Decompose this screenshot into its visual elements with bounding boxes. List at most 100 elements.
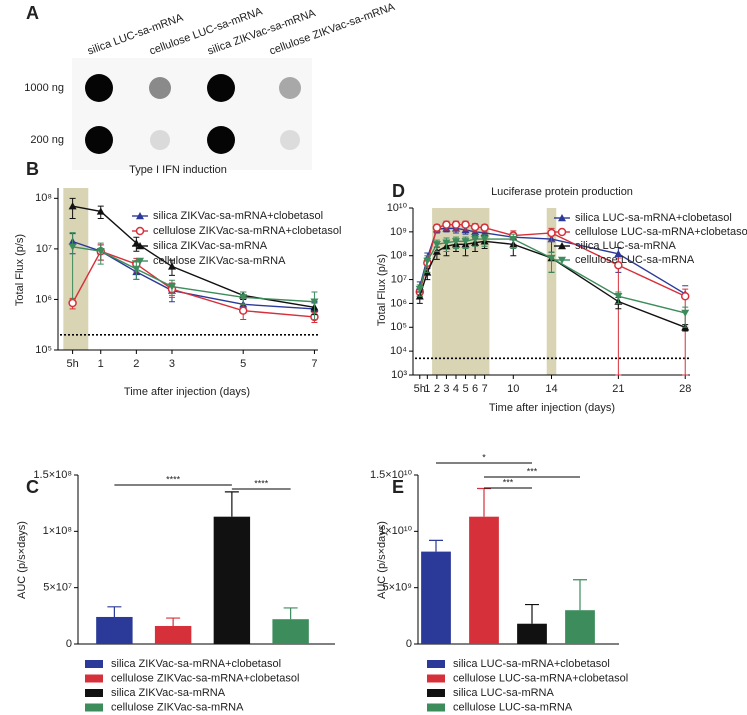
legend-marker	[135, 226, 145, 236]
y-tick-label: 10⁵	[35, 344, 52, 356]
legend-label: silica ZIKVac-sa-mRNA	[111, 687, 226, 699]
x-axis-label: Time after injection (days)	[489, 402, 615, 414]
blot-dot	[207, 126, 235, 154]
marker	[132, 265, 141, 273]
shaded-region	[63, 188, 89, 350]
marker	[432, 223, 442, 232]
legend-swatch	[85, 674, 103, 683]
error-bar	[573, 579, 587, 611]
x-tick-label: 7	[482, 383, 488, 395]
bar	[154, 625, 192, 644]
legend-label: silica ZIKVac-sa-mRNA+clobetasol	[111, 658, 281, 670]
legend-marker	[136, 257, 144, 265]
legend-marker	[557, 227, 567, 237]
marker	[167, 262, 176, 270]
legend-label: silica LUC-sa-mRNA+clobetasol	[575, 212, 732, 224]
x-tick-label: 4	[453, 383, 459, 395]
y-tick-label: 10⁷	[391, 273, 407, 285]
x-tick-label: 21	[612, 383, 624, 395]
y-tick-label: 10⁵	[390, 321, 407, 333]
error-bar	[615, 257, 622, 376]
legend-label: silica LUC-sa-mRNA	[575, 240, 677, 252]
marker	[471, 235, 480, 244]
series-line	[419, 240, 686, 328]
x-tick-label: 3	[443, 383, 449, 395]
y-tick-label: 10⁶	[35, 293, 52, 305]
error-bar	[525, 603, 539, 624]
legend-label: silica LUC-sa-mRNA+clobetasol	[453, 658, 610, 670]
x-axis-label: Time after injection (days)	[124, 386, 250, 398]
y-axis-label: Total Flux (p/s)	[376, 254, 388, 326]
marker	[423, 257, 432, 266]
x-tick-label: 28	[679, 383, 691, 395]
x-tick-label: 2	[133, 358, 139, 370]
marker	[415, 285, 424, 294]
x-tick-label: 6	[472, 383, 478, 395]
bar	[421, 551, 451, 644]
legend-label: silica ZIKVac-sa-mRNA+clobetasol	[153, 210, 323, 222]
marker	[461, 220, 470, 229]
marker	[547, 228, 556, 238]
error-bar	[166, 617, 181, 626]
x-tick-label: 14	[545, 383, 557, 395]
chart-title: Luciferase protein production	[491, 186, 633, 198]
error-bar	[477, 487, 491, 517]
y-tick-label: 1×10¹⁰	[379, 525, 412, 537]
marker	[681, 309, 690, 317]
y-tick-label: 10⁶	[390, 297, 407, 309]
shaded-region	[546, 208, 557, 375]
error-bar	[224, 491, 239, 517]
significance-label: ****	[254, 478, 269, 488]
chart-title: Type I IFN induction	[129, 164, 227, 176]
blot-row-label: 200 ng	[30, 134, 64, 146]
significance-label: *	[482, 452, 486, 462]
marker	[310, 298, 319, 306]
marker	[614, 249, 623, 258]
blot-membrane	[72, 58, 312, 170]
legend-label: cellulose ZIKVac-sa-mRNA	[111, 701, 244, 713]
x-tick-label: 1	[424, 383, 430, 395]
marker	[614, 293, 623, 301]
y-tick-label: 0	[66, 638, 72, 650]
legend-label: cellulose LUC-sa-mRNA	[575, 254, 695, 266]
marker	[432, 241, 441, 249]
marker	[238, 306, 248, 315]
significance-label: ****	[166, 474, 181, 484]
legend-swatch	[427, 660, 445, 668]
y-axis-label: Total Flux (p/s)	[14, 234, 26, 306]
x-tick-label: 5h	[66, 358, 78, 370]
marker	[480, 223, 489, 232]
legend-swatch	[427, 689, 445, 697]
blot-dots	[85, 74, 301, 154]
marker	[239, 294, 248, 302]
legend-marker	[558, 256, 566, 264]
error-bar	[283, 607, 298, 620]
y-tick-label: 5×10⁹	[383, 582, 413, 594]
legend-marker	[558, 242, 566, 250]
legend-label: cellulose ZIKVac-sa-mRNA	[153, 255, 286, 267]
legend-swatch	[85, 703, 103, 712]
legend-marker	[136, 242, 144, 250]
marker	[96, 247, 105, 256]
blot-dot	[85, 126, 113, 154]
legend-swatch	[85, 660, 103, 668]
bar	[517, 623, 547, 644]
marker	[96, 207, 105, 215]
legend-label: cellulose ZIKVac-sa-mRNA+clobetasol	[111, 672, 299, 684]
y-tick-label: 1.5×10⁸	[33, 469, 72, 481]
legend-marker	[558, 214, 566, 222]
x-tick-label: 3	[169, 358, 175, 370]
error-bar	[311, 291, 318, 321]
y-axis-label: AUC (p/s×days)	[376, 521, 388, 599]
panel-letter: C	[26, 477, 39, 497]
y-tick-label: 10⁸	[390, 250, 407, 262]
legend-label: cellulose LUC-sa-mRNA+clobetasol	[453, 672, 628, 684]
blot-column-labels: silica LUC-sa-mRNA cellulose LUC-sa-mRNA…	[86, 1, 397, 58]
series-line	[72, 240, 315, 310]
bar	[96, 616, 133, 644]
bar	[565, 610, 595, 644]
marker	[68, 202, 77, 210]
legend-label: cellulose LUC-sa-mRNA+clobetasol	[575, 226, 747, 238]
significance-label: ***	[503, 477, 514, 487]
